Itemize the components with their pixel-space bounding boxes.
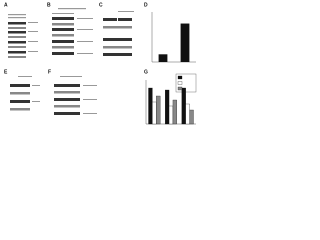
bar: [185, 103, 190, 125]
figure: A B C D E F G: [4, 2, 197, 125]
bar: [172, 99, 177, 125]
legend-swatch: [177, 75, 183, 80]
panel-label: B: [47, 2, 51, 8]
bar: [189, 109, 194, 125]
panel-label: E: [4, 69, 8, 75]
legend-swatch: [177, 81, 183, 85]
panel-label: F: [48, 69, 51, 75]
legend-box: [175, 73, 197, 93]
bar: [156, 95, 161, 125]
bar: [168, 105, 174, 125]
bar: [181, 87, 186, 125]
blot-panel-b: [52, 8, 93, 55]
bar: [152, 101, 157, 125]
panel-label: D: [144, 2, 148, 8]
blot-panel-c: [103, 11, 134, 56]
bar: [165, 89, 170, 125]
bar: [158, 54, 168, 62]
blot-panel-f: [54, 76, 97, 115]
blot-panel-e: [10, 76, 40, 111]
bar: [180, 23, 190, 63]
panel-label: C: [99, 2, 103, 8]
blot-panel-a: [8, 14, 38, 58]
panel-label: A: [4, 2, 8, 8]
legend-swatch: [177, 86, 183, 91]
bar: [148, 87, 153, 125]
panel-label: G: [144, 69, 148, 75]
